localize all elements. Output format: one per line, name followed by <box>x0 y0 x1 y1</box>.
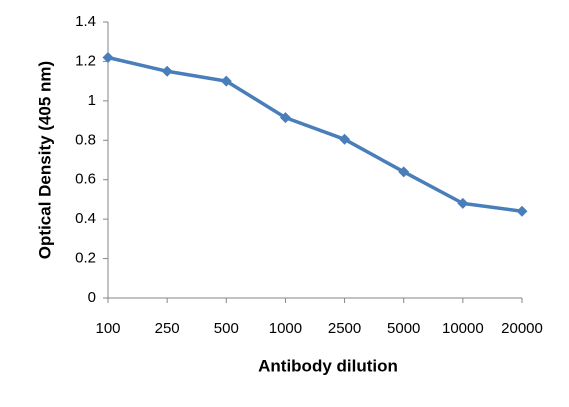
x-tick-label: 250 <box>155 320 180 337</box>
marker <box>457 197 469 209</box>
x-tick-label: 5000 <box>387 320 420 337</box>
marker <box>161 65 173 77</box>
y-axis-label: Optical Density (405 nm) <box>35 61 54 259</box>
x-axis-label: Antibody dilution <box>258 356 398 375</box>
marker <box>339 133 351 145</box>
x-tick-label: 500 <box>214 320 239 337</box>
x-tick-label: 1000 <box>269 320 302 337</box>
x-tick-label: 20000 <box>501 320 543 337</box>
y-tick-label: 1.4 <box>75 13 96 30</box>
x-tick-label: 10000 <box>442 320 484 337</box>
marker <box>279 112 291 124</box>
y-tick-label: 1 <box>88 92 96 109</box>
marker <box>220 75 232 87</box>
line <box>107 55 523 213</box>
y-tick-label: 0.2 <box>75 250 96 267</box>
x-tick-label: 2500 <box>328 320 361 337</box>
marker <box>102 51 114 63</box>
y-tick-label: 0.4 <box>75 210 96 227</box>
y-tick-label: 0.8 <box>75 131 96 148</box>
marker <box>398 166 410 178</box>
x-tick-label: 100 <box>95 320 120 337</box>
marker <box>516 205 528 217</box>
y-tick-label: 0 <box>88 289 96 306</box>
y-tick-label: 1.2 <box>75 52 96 69</box>
y-tick-label: 0.6 <box>75 171 96 188</box>
